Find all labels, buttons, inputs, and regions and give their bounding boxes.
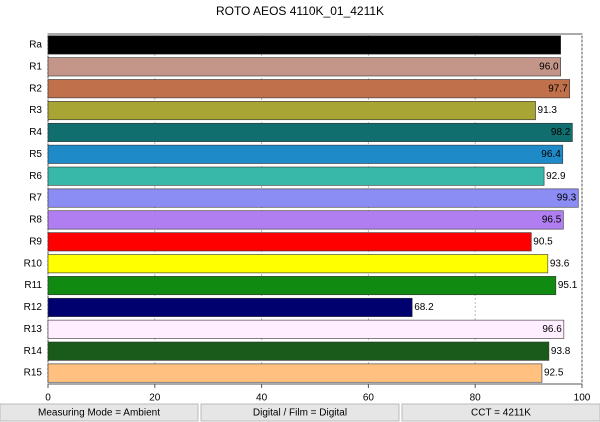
value-label: 92.9 [546,171,566,182]
value-label: 96.6 [542,324,562,335]
y-tick-label: R2 [29,83,42,94]
value-label: 92.5 [544,368,564,379]
bar [47,79,571,99]
value-label: 99.3 [557,193,577,204]
y-tick-label: R1 [29,61,42,72]
footer-box [0,403,199,422]
bar [47,144,564,164]
bar [47,341,550,361]
y-tick-label: R12 [24,302,43,313]
value-label: 97.7 [548,83,568,94]
value-label: 96.0 [539,40,559,51]
value-label: 91.3 [538,105,558,116]
value-label: 95.1 [558,280,578,291]
value-label: 68.2 [414,302,434,313]
x-tick-label: 0 [45,393,51,404]
x-tick-label: 40 [256,393,268,404]
x-tick-label: 80 [470,393,482,404]
x-tick-label: 100 [574,393,591,404]
value-label: 98.2 [551,127,571,138]
bar [47,35,561,55]
y-tick-label: R5 [29,149,42,160]
footer-box [401,403,600,422]
bar [47,319,565,339]
y-tick-label: R11 [24,280,42,291]
y-tick-label: R7 [29,193,42,204]
y-tick-label: R13 [24,324,43,335]
y-tick-label: Ra [29,40,42,51]
y-tick-label: R14 [24,346,43,357]
bar [47,122,573,142]
bar [47,297,413,317]
y-tick-label: R9 [29,236,42,247]
value-label: 90.5 [533,236,553,247]
y-tick-label: R10 [24,258,43,269]
value-label: 96.4 [541,149,561,160]
bar [47,232,532,252]
footer-box [200,403,400,422]
bar [47,101,536,121]
footer-text: Digital / Film = Digital [253,408,347,419]
bar [47,57,561,77]
value-label: 96.5 [542,215,562,226]
chart-title: ROTO AEOS 4110K_01_4211K [216,4,384,18]
bar [47,254,549,274]
bar [47,210,564,230]
footer-text: Measuring Mode = Ambient [38,408,160,419]
y-tick-label: R4 [29,127,42,138]
x-tick-label: 20 [149,393,161,404]
bar [47,276,557,296]
y-tick-label: R15 [24,368,43,379]
bar [47,188,579,208]
x-tick-label: 60 [363,393,375,404]
value-label: 93.8 [551,346,571,357]
y-tick-label: R3 [29,105,42,116]
footer-text: CCT = 4211K [471,408,531,419]
bar [47,166,545,186]
value-label: 93.6 [550,258,570,269]
y-tick-label: R6 [29,171,42,182]
value-label: 96.0 [539,61,559,72]
bar [47,363,543,383]
y-tick-label: R8 [29,215,42,226]
